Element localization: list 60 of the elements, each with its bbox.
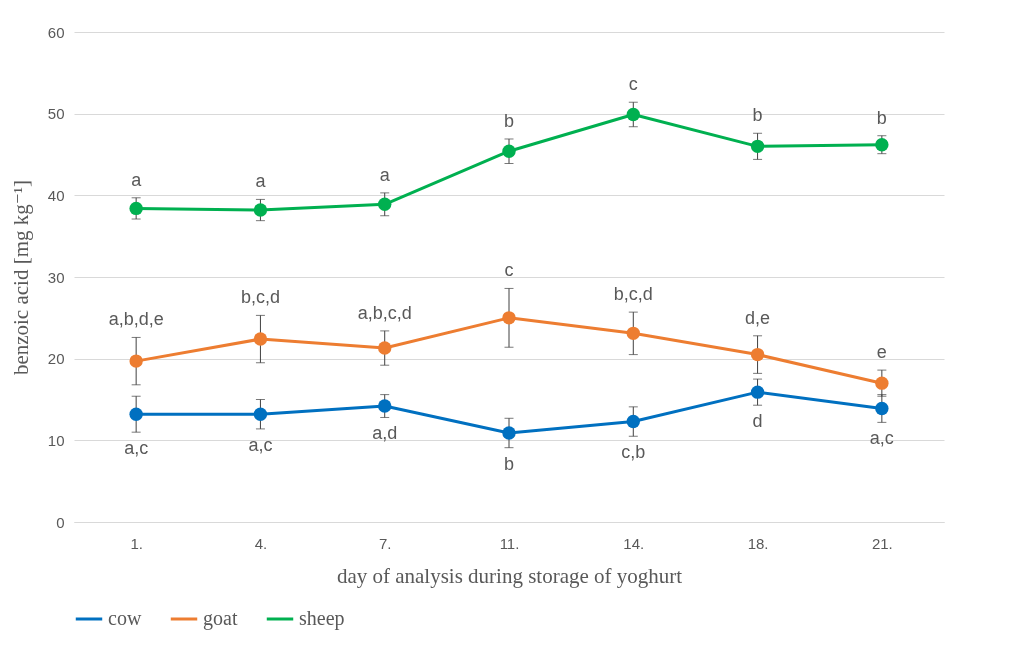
annotation: b,c,d xyxy=(613,284,653,305)
annotation: a,d xyxy=(372,423,398,444)
y-tick-label: 20 xyxy=(47,350,65,368)
x-tick-label: 18. xyxy=(747,534,769,552)
annotation: a,c xyxy=(869,428,894,449)
y-axis-title: benzoic acid [mg kg⁻¹] xyxy=(8,179,33,376)
point xyxy=(378,341,392,355)
legend-label: cow xyxy=(108,607,142,629)
x-axis-title: day of analysis during storage of yoghurt xyxy=(336,563,683,588)
point xyxy=(378,399,392,413)
annotation: c,b xyxy=(621,442,646,463)
y-tick-label: 40 xyxy=(47,186,65,204)
annotation: b xyxy=(503,110,515,131)
annotation: c xyxy=(628,74,638,95)
x-tick-label: 11. xyxy=(499,534,520,552)
annotation: a xyxy=(379,164,391,185)
x-tick-label: 21. xyxy=(871,534,893,552)
x-tick-label: 4. xyxy=(254,534,268,552)
point xyxy=(875,401,889,416)
annotation: a xyxy=(131,169,143,190)
point xyxy=(129,407,143,421)
point xyxy=(502,426,516,440)
annotation: a,b,d,e xyxy=(108,309,164,330)
annotation: b,c,d xyxy=(240,287,280,308)
legend-label: sheep xyxy=(299,607,345,630)
annotation: b xyxy=(503,453,515,474)
annotation: a,b,c,d xyxy=(357,302,412,323)
point xyxy=(626,107,640,122)
x-tick-label: 7. xyxy=(378,534,392,552)
point xyxy=(502,311,516,325)
annotation: b xyxy=(876,107,887,128)
annotation: d xyxy=(752,411,763,432)
annotation: d,e xyxy=(745,307,771,328)
point xyxy=(378,197,392,212)
point xyxy=(502,144,516,158)
legend-label: goat xyxy=(203,607,238,630)
point xyxy=(626,326,640,341)
annotation: b xyxy=(752,105,763,126)
x-tick-label: 1. xyxy=(130,534,143,552)
annotation: a,c xyxy=(124,438,149,459)
x-tick-label: 14. xyxy=(623,534,645,552)
point xyxy=(129,354,143,368)
annotation: a,c xyxy=(248,434,273,455)
point xyxy=(875,376,889,390)
point xyxy=(253,407,268,421)
y-tick-label: 60 xyxy=(47,23,65,41)
point xyxy=(626,414,640,429)
point xyxy=(253,203,268,217)
annotation: c xyxy=(504,260,514,281)
point xyxy=(253,332,268,346)
annotation: a xyxy=(255,171,267,192)
y-tick-label: 0 xyxy=(56,513,65,531)
annotation: e xyxy=(876,342,887,363)
point xyxy=(129,201,143,216)
point xyxy=(750,347,765,362)
y-tick-label: 50 xyxy=(47,105,65,123)
point xyxy=(750,385,765,399)
point xyxy=(750,139,765,154)
y-tick-label: 10 xyxy=(47,431,65,449)
y-tick-label: 30 xyxy=(47,268,65,286)
